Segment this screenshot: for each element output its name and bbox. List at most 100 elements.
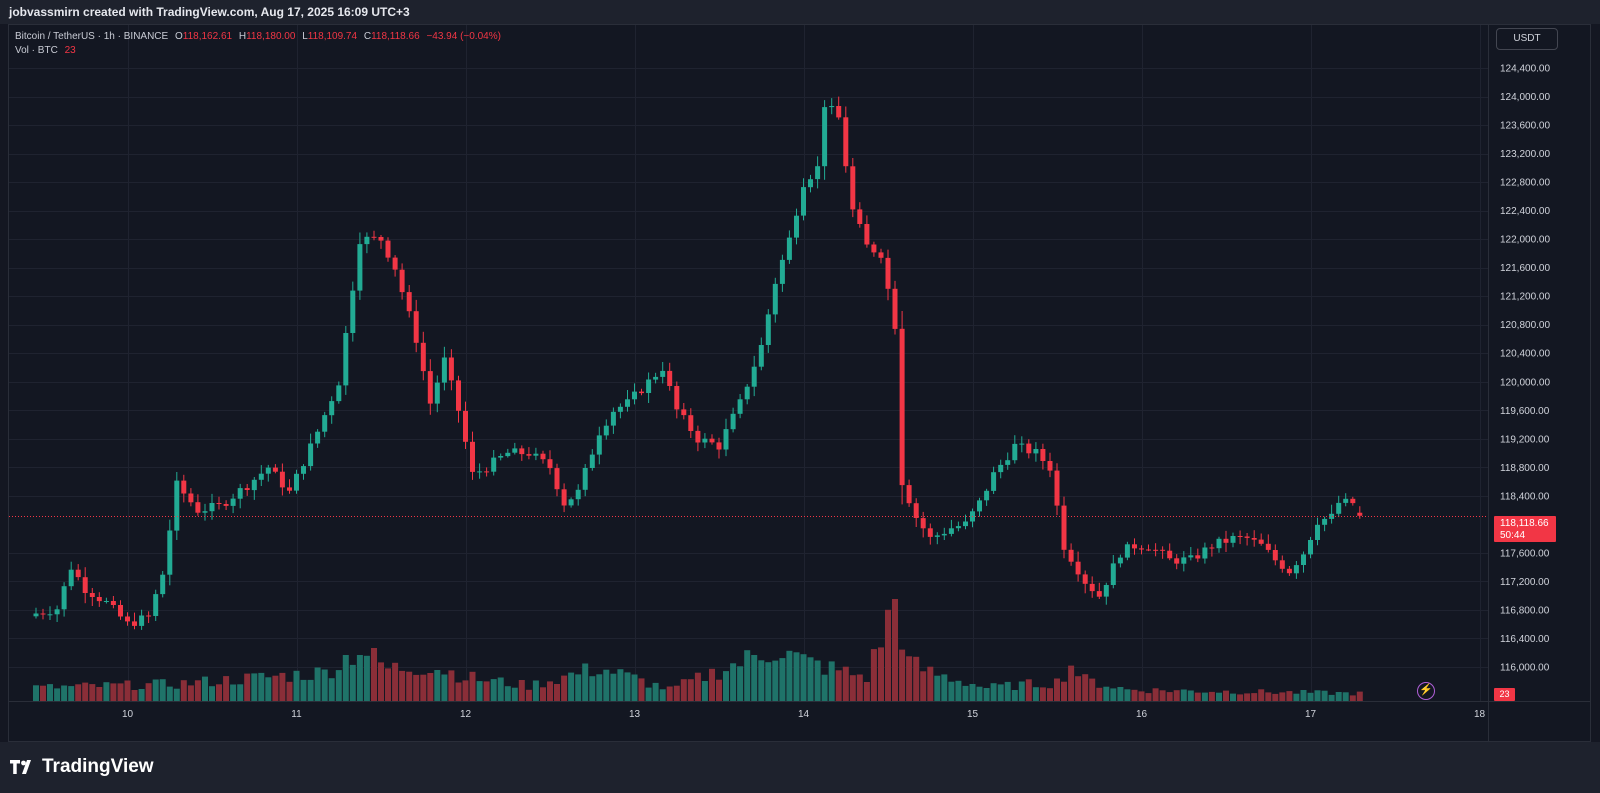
volume-bar	[842, 666, 849, 701]
volume-bar	[300, 679, 307, 701]
volume-bar	[856, 674, 863, 701]
candle-body	[89, 593, 95, 597]
candle-body	[1315, 524, 1320, 540]
volume-bar	[497, 677, 504, 701]
brand-logo[interactable]: TradingView	[10, 756, 154, 778]
candle-body	[441, 357, 447, 383]
candle-body	[1230, 536, 1236, 543]
candle-body	[61, 586, 67, 610]
volume-bar	[173, 688, 180, 701]
volume-bar	[511, 687, 518, 701]
volume-bar	[730, 663, 737, 701]
candle-body	[899, 328, 905, 486]
time-tick-label: 14	[798, 709, 810, 720]
candle-body	[1237, 536, 1243, 537]
volume-bar	[1293, 693, 1300, 701]
candle-body	[772, 283, 778, 315]
tradingview-logo-icon	[10, 760, 31, 774]
volume-bar	[216, 684, 222, 701]
candle-body	[1308, 540, 1313, 555]
volume-bar	[589, 676, 596, 701]
candle-body	[110, 601, 116, 605]
candlestick-chart[interactable]: 124,400.00 124,000.00 123,600.00 123,200.00…	[0, 0, 1600, 742]
candle-body	[850, 166, 856, 210]
candle-body	[737, 399, 743, 414]
candle-body	[1265, 543, 1271, 550]
candle-body	[484, 471, 490, 473]
volume-bar	[103, 682, 110, 701]
candle-body	[364, 236, 370, 245]
volume-bar	[575, 674, 582, 701]
volume-bar	[610, 673, 617, 701]
volume-label[interactable]: Vol · BTC	[15, 45, 58, 56]
currency-button[interactable]: USDT	[1496, 28, 1558, 50]
candle-body	[625, 399, 630, 407]
brand-name: TradingView	[42, 756, 154, 777]
candle-body	[1082, 574, 1088, 584]
volume-bar	[596, 674, 603, 701]
candle-body	[315, 431, 321, 444]
candle-body	[596, 435, 602, 455]
volume-bar	[1237, 694, 1244, 701]
candle-body	[1272, 550, 1278, 561]
volume-bar	[582, 663, 589, 701]
volume-bar	[152, 679, 159, 701]
candle-body	[336, 385, 342, 402]
volume-bar	[145, 683, 152, 701]
volume-bar	[413, 674, 420, 701]
volume-bar	[561, 675, 568, 701]
candle-body	[47, 614, 53, 616]
candle-body	[667, 370, 673, 386]
volume-bar	[110, 683, 117, 701]
volume-bar	[941, 674, 948, 701]
candle-body	[287, 487, 292, 491]
volume-bar	[1011, 690, 1018, 701]
candle-body	[371, 236, 377, 238]
volume-bar	[927, 666, 934, 701]
volume-bar	[1054, 678, 1060, 701]
candle-body	[709, 438, 715, 443]
volume-bar	[342, 655, 349, 701]
candle-body	[1286, 568, 1292, 574]
volume-bar	[849, 675, 856, 701]
symbol-name[interactable]: Bitcoin / TetherUS · 1h · BINANCE	[15, 31, 169, 42]
candle-body	[427, 371, 433, 404]
candle-body	[610, 411, 616, 426]
candle-body	[1223, 538, 1229, 543]
bar-countdown: 50:44	[1500, 530, 1526, 541]
volume-bar	[1314, 690, 1321, 701]
candle-body	[878, 252, 884, 258]
volume-bar	[1286, 691, 1293, 701]
candle-body	[1350, 498, 1356, 504]
volume-bar	[1328, 694, 1335, 701]
volume-bar	[631, 674, 638, 701]
candle-body	[103, 601, 109, 602]
candle-body	[948, 528, 954, 534]
candle-body	[836, 106, 842, 118]
candle-body	[1068, 549, 1074, 562]
volume-bar	[997, 684, 1004, 701]
volume-bar	[223, 676, 230, 701]
candle-body	[582, 468, 588, 490]
volume-bar	[385, 668, 391, 701]
candle-body	[456, 380, 461, 411]
volume-bar	[913, 656, 920, 701]
candle-body	[1167, 550, 1173, 559]
volume-bar	[1159, 690, 1166, 701]
lightning-icon[interactable]: ⚡	[1417, 682, 1435, 700]
time-tick-label: 16	[1136, 709, 1148, 720]
volume-bar	[441, 674, 448, 701]
candle-body	[955, 526, 961, 529]
candle-body	[406, 292, 412, 312]
volume-bar	[1103, 686, 1110, 701]
candle-body	[399, 269, 405, 293]
volume-bar	[1018, 681, 1025, 701]
candle-body	[829, 106, 835, 108]
volume-bar	[286, 681, 293, 701]
candle-body	[505, 452, 511, 457]
symbol-legend: Bitcoin / TetherUS · 1h · BINANCE O118,1…	[15, 30, 505, 58]
volume-bar	[906, 656, 913, 701]
volume-bar	[371, 648, 377, 701]
price-tick-label: 122,800.00	[1500, 178, 1550, 189]
volume-bar	[863, 682, 870, 701]
